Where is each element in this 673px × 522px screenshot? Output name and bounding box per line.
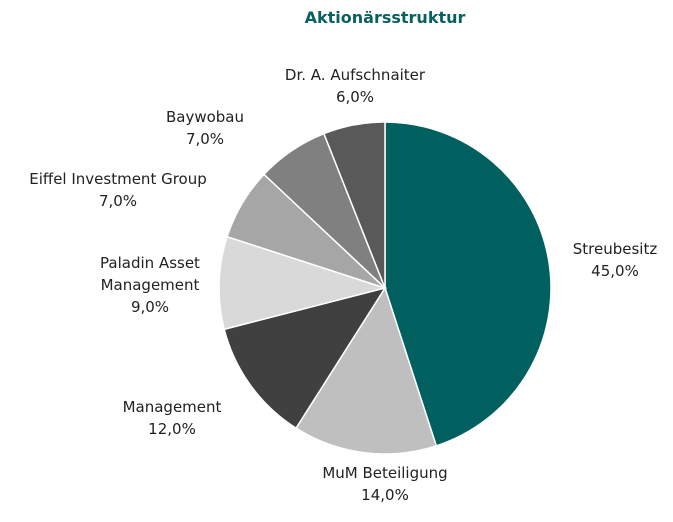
slice-label: Dr. A. Aufschnaiter 6,0% [245, 64, 465, 108]
slice-label: Baywobau 7,0% [125, 106, 285, 150]
category-label: Paladin Asset Management [100, 254, 200, 294]
value-label: 45,0% [591, 262, 639, 280]
value-label: 14,0% [361, 486, 409, 504]
chart-title: Aktionärsstruktur [304, 8, 466, 27]
slice-label: Streubesitz 45,0% [555, 238, 673, 282]
slice-label: MuM Beteiligung 14,0% [285, 462, 485, 506]
category-label: Eiffel Investment Group [29, 170, 207, 188]
category-label: MuM Beteiligung [322, 464, 448, 482]
value-label: 6,0% [335, 88, 375, 106]
value-label: 7,0% [185, 130, 225, 148]
value-label: 9,0% [130, 298, 170, 316]
category-label: Management [122, 398, 222, 416]
pie-slice [384, 121, 552, 447]
slice-label: Paladin Asset Management 9,0% [80, 252, 220, 318]
pie-slice [295, 286, 438, 455]
pie-slice [223, 286, 387, 430]
slice-label: Eiffel Investment Group 7,0% [0, 168, 248, 212]
pie-slice [322, 121, 386, 289]
slice-label: Management 12,0% [92, 396, 252, 440]
category-label: Streubesitz [572, 240, 658, 258]
pie-slice [218, 235, 388, 331]
category-label: Dr. A. Aufschnaiter [284, 66, 426, 84]
category-label: Baywobau [165, 108, 245, 126]
value-label: 12,0% [148, 420, 196, 438]
value-label: 7,0% [98, 192, 138, 210]
